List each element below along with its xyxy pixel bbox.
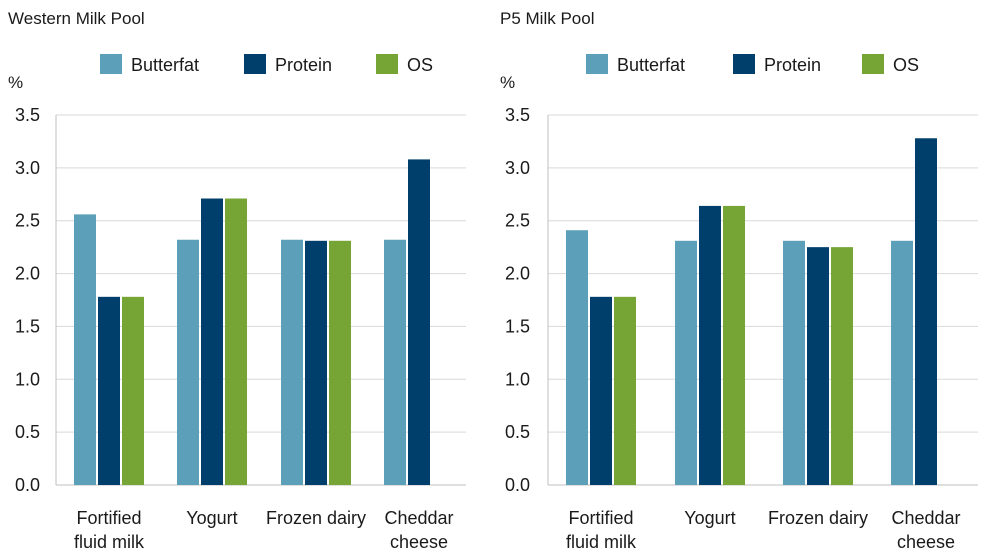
bar-protein (915, 138, 937, 485)
bar-protein (305, 240, 327, 485)
y-tick-label: 3.0 (505, 158, 530, 178)
legend-swatch-os (376, 54, 398, 74)
bar-protein (201, 198, 223, 485)
y-tick-label: 0.0 (505, 475, 530, 495)
legend-label-protein: Protein (764, 55, 821, 75)
legend-swatch-os (862, 54, 884, 74)
bar-os (723, 205, 745, 485)
bar-os (225, 198, 247, 485)
legend-label-butterfat: Butterfat (617, 55, 685, 75)
bar-protein (98, 296, 120, 485)
bar-butterfat (566, 230, 588, 485)
bar-protein (590, 296, 612, 485)
bar-protein (807, 247, 829, 485)
x-category-label: Frozen dairy (266, 508, 366, 528)
bar-butterfat (74, 214, 96, 485)
bar-butterfat (783, 240, 805, 485)
y-tick-label: 1.0 (15, 369, 40, 389)
x-category-label: fluid milk (566, 532, 637, 552)
bar-os (614, 296, 636, 485)
y-tick-label: 0.0 (15, 475, 40, 495)
y-tick-label: 2.0 (15, 264, 40, 284)
y-tick-label: 1.5 (15, 316, 40, 336)
y-tick-label: 3.5 (505, 105, 530, 125)
x-category-label: Yogurt (186, 508, 237, 528)
y-tick-label: 2.0 (505, 264, 530, 284)
bar-butterfat (281, 239, 303, 485)
bar-butterfat (177, 239, 199, 485)
y-tick-label: 2.5 (505, 211, 530, 231)
y-tick-label: 0.5 (505, 422, 530, 442)
x-category-label: Frozen dairy (768, 508, 868, 528)
legend-swatch-protein (733, 54, 755, 74)
bar-butterfat (891, 240, 913, 485)
y-axis-unit-label: % (8, 73, 23, 92)
legend-label-os: OS (407, 55, 433, 75)
legend-swatch-butterfat (586, 54, 608, 74)
bar-os (122, 296, 144, 485)
x-category-label: Cheddar (384, 508, 453, 528)
chart-title: P5 Milk Pool (500, 9, 594, 28)
chart-title: Western Milk Pool (8, 9, 145, 28)
x-category-label: fluid milk (74, 532, 145, 552)
y-axis-unit-label: % (500, 73, 515, 92)
legend-label-os: OS (893, 55, 919, 75)
x-category-label: cheese (897, 532, 955, 552)
y-tick-label: 1.5 (505, 316, 530, 336)
y-tick-label: 1.0 (505, 369, 530, 389)
x-category-label: Yogurt (684, 508, 735, 528)
legend-swatch-protein (244, 54, 266, 74)
x-category-label: Fortified (76, 508, 141, 528)
x-category-label: Fortified (568, 508, 633, 528)
bar-os (831, 247, 853, 485)
legend-swatch-butterfat (100, 54, 122, 74)
x-category-label: cheese (390, 532, 448, 552)
bar-butterfat (675, 240, 697, 485)
legend-label-protein: Protein (275, 55, 332, 75)
y-tick-label: 2.5 (15, 211, 40, 231)
bar-protein (699, 205, 721, 485)
bar-os (329, 240, 351, 485)
y-tick-label: 0.5 (15, 422, 40, 442)
y-tick-label: 3.5 (15, 105, 40, 125)
x-category-label: Cheddar (891, 508, 960, 528)
bar-protein (408, 159, 430, 485)
y-tick-label: 3.0 (15, 158, 40, 178)
legend-label-butterfat: Butterfat (131, 55, 199, 75)
chart-panel-2: P5 Milk Pool Butterfat Protein OS% 0.0 0.5 1.0… (500, 9, 978, 552)
chart-panel-1: Western Milk Pool Butterfat Protein OS% 0.0 0… (8, 9, 466, 552)
bar-butterfat (384, 239, 406, 485)
